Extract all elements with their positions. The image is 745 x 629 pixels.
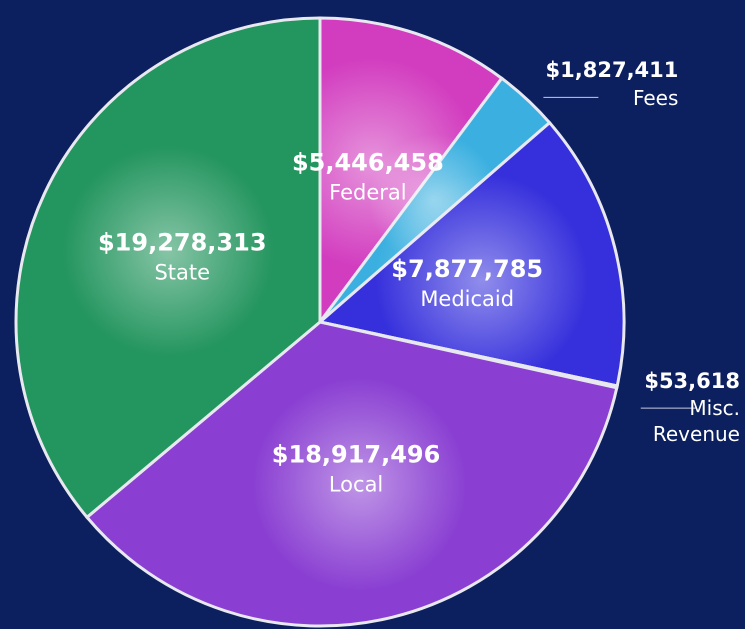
category-label: Federal (329, 181, 406, 205)
category-label: Fees (632, 85, 679, 110)
value-label: $19,278,313 (98, 229, 267, 257)
outside-label: $1,827,411 Fees (543, 57, 679, 110)
value-label: $53,618 (644, 369, 740, 394)
category-label: Medicaid (420, 287, 514, 311)
category-label: State (154, 261, 210, 285)
outside-label: $53,618 Misc. Revenue (641, 368, 740, 447)
value-label: $7,877,785 (391, 255, 543, 283)
value-label: $18,917,496 (272, 441, 441, 469)
value-label: $1,827,411 (545, 58, 679, 83)
category-label: Local (329, 473, 383, 497)
category-label: Misc. Revenue (652, 396, 740, 447)
value-label: $5,446,458 (292, 149, 444, 177)
